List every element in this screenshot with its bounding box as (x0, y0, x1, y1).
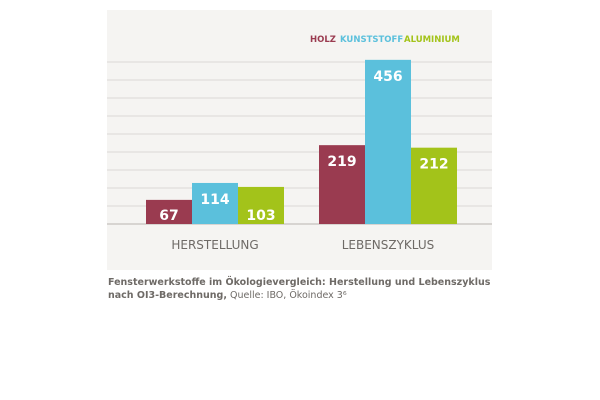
category-label: HERSTELLUNG (171, 238, 258, 252)
legend-aluminium: ALUMINIUM (404, 35, 460, 45)
caption-source: Quelle: IBO, Ökoindex 3⁶ (226, 290, 347, 301)
chart-caption: Fensterwerkstoffe im Ökologievergleich: … (108, 276, 498, 302)
bar-aluminium-herstellung (238, 186, 284, 224)
bar-kunststoff-lebenszyklus (365, 59, 411, 225)
data-label: 67 (159, 208, 178, 224)
bar-aluminium-lebenszyklus (411, 147, 457, 224)
data-label: 219 (327, 154, 356, 170)
data-label: 212 (419, 157, 448, 173)
legend-holz: HOLZ (310, 35, 336, 45)
legend-kunststoff: KUNSTSTOFF (340, 35, 403, 45)
bar-chart: 67 114 103 HERSTELLUNG 219 456 212 LEBENSZYKLUS… (107, 35, 492, 252)
data-label: 114 (200, 192, 229, 208)
bar-holz-lebenszyklus (319, 145, 365, 224)
bar-kunststoff-herstellung (192, 182, 238, 224)
caption-main: Fensterwerkstoffe im Ökologievergleich: … (108, 277, 491, 301)
bar-holz-herstellung (146, 199, 192, 224)
category-label: LEBENSZYKLUS (342, 238, 435, 252)
data-label: 103 (246, 208, 275, 224)
chart-panel: 67 114 103 HERSTELLUNG 219 456 212 LEBENSZYKLUS… (107, 10, 492, 270)
data-label: 456 (373, 69, 402, 85)
